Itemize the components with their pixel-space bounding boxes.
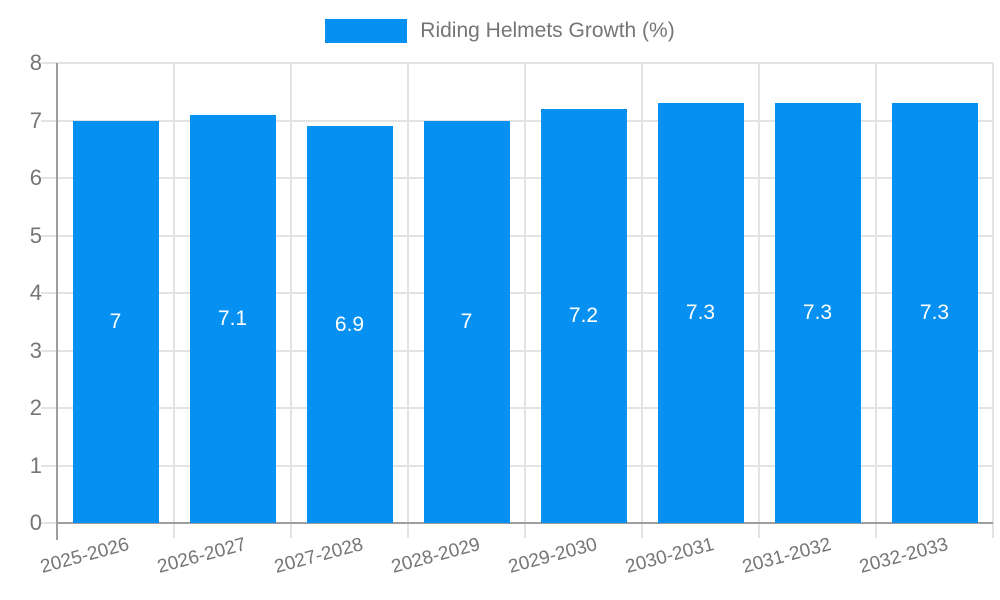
bar (423, 120, 510, 523)
gridline-vertical (758, 63, 760, 523)
y-tick-mark (41, 62, 57, 64)
gridline-vertical (641, 63, 643, 523)
y-tick-mark (41, 464, 57, 467)
y-axis-tick-label: 7 (29, 107, 42, 133)
bar-value-label: 6.9 (334, 312, 365, 336)
gridline-vertical (992, 63, 994, 523)
bar-value-label: 7 (460, 309, 473, 333)
y-tick-mark (41, 407, 57, 409)
x-axis-line (56, 522, 993, 524)
legend-label: Riding Helmets Growth (%) (420, 19, 675, 42)
legend-swatch (325, 19, 408, 43)
bar-value-label: 7.3 (802, 301, 833, 325)
y-tick-mark (41, 522, 57, 524)
x-tick-mark (290, 523, 292, 538)
y-tick-mark (41, 292, 57, 294)
y-axis-tick-label: 0 (29, 510, 42, 535)
x-tick-mark (758, 523, 760, 538)
bar (306, 126, 393, 523)
bar (774, 103, 861, 523)
y-tick-mark (41, 119, 57, 122)
y-axis-tick-label: 6 (29, 165, 42, 190)
y-axis-tick-label: 8 (29, 50, 42, 75)
gridline-vertical (407, 63, 409, 523)
x-tick-mark (641, 523, 643, 538)
y-tick-mark (41, 234, 57, 237)
y-axis-tick-label: 4 (29, 280, 42, 305)
x-tick-mark (173, 523, 175, 538)
gridline-vertical (173, 63, 175, 523)
bar-value-label: 7.2 (568, 304, 599, 327)
bar-value-label: 7.3 (919, 301, 950, 325)
bar (189, 114, 276, 523)
y-tick-mark (41, 349, 57, 352)
y-axis-tick-label: 3 (29, 337, 42, 363)
bar (540, 109, 627, 523)
x-tick-mark (875, 523, 877, 538)
y-axis-tick-label: 5 (29, 222, 42, 248)
y-tick-mark (41, 177, 57, 179)
bar (72, 120, 159, 523)
gridline-vertical (524, 63, 526, 523)
x-tick-mark (407, 523, 409, 538)
y-axis-tick-label: 1 (29, 452, 42, 478)
chart-legend: Riding Helmets Growth (%) (0, 16, 1000, 46)
y-axis-tick-label: 2 (29, 395, 42, 420)
bar-value-label: 7.1 (217, 306, 248, 330)
bar (657, 103, 744, 523)
gridline-vertical (290, 63, 292, 523)
y-axis-line (56, 63, 58, 540)
x-tick-mark (524, 523, 526, 538)
bar-value-label: 7 (109, 309, 122, 333)
x-tick-mark (992, 523, 994, 538)
bar (891, 103, 978, 523)
gridline-vertical (875, 63, 877, 523)
bar-value-label: 7.3 (685, 301, 716, 325)
